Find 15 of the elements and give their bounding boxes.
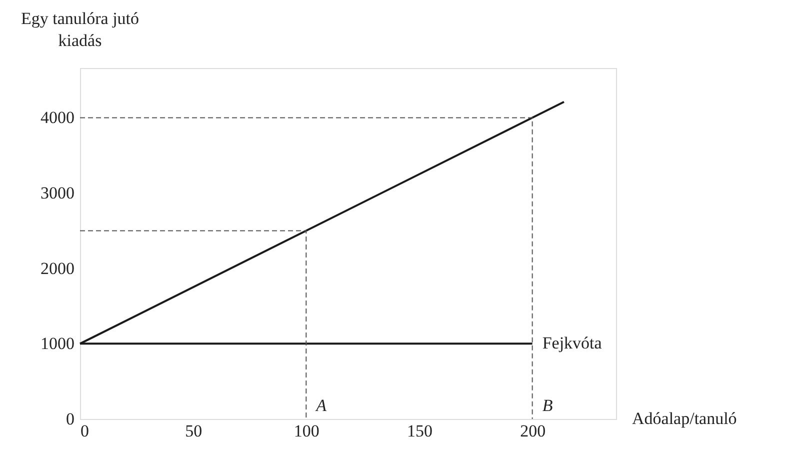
x-tick-label: 200 xyxy=(520,422,546,440)
x-tick-label: 50 xyxy=(185,422,202,440)
y-tick-label: 1000 xyxy=(40,334,74,354)
y-tick-label: 0 xyxy=(66,410,74,428)
x-tick-label: 100 xyxy=(294,422,320,440)
x-tick-label: 150 xyxy=(406,422,432,440)
series-label: Fejkvóta xyxy=(542,334,602,353)
y-axis-title: Egy tanulóra jutó kiadás xyxy=(20,9,140,50)
y-tick-label: 2000 xyxy=(40,258,74,278)
y-tick-label: 3000 xyxy=(40,184,74,203)
x-axis-title: Adóalap/tanuló xyxy=(632,409,737,428)
x-tick-label: 0 xyxy=(80,422,89,440)
y-tick-label: 4000 xyxy=(40,108,74,128)
annotation: A xyxy=(315,396,328,415)
annotation: B xyxy=(542,396,554,415)
